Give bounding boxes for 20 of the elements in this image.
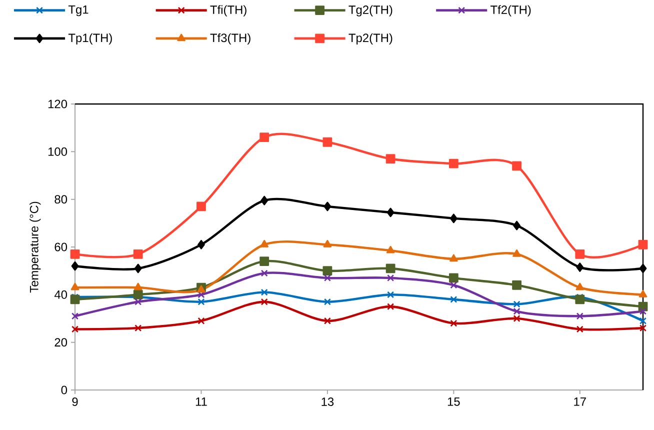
x-tick-label: 15 <box>448 398 460 406</box>
y-tick-label: 20 <box>54 338 68 347</box>
y-tick-label: 100 <box>48 147 68 156</box>
legend-label: Tf3(TH) <box>210 33 250 44</box>
y-tick-label: 60 <box>54 242 68 252</box>
x-tick-label: 11 <box>196 398 207 406</box>
legend-label: Tf2(TH) <box>490 5 531 16</box>
x-tick-label: 17 <box>574 398 586 406</box>
x-tick-label: 9 <box>72 398 78 406</box>
legend-label: Tp2(TH) <box>348 33 392 45</box>
y-axis-title: Temperature (°C) <box>30 202 41 293</box>
legend-label: Tfi(TH) <box>210 5 246 16</box>
x-tick-label: 13 <box>322 398 334 406</box>
legend-label: Tg1 <box>68 5 88 16</box>
y-tick-label: 40 <box>54 290 68 299</box>
legend-label: Tg2(TH) <box>348 5 392 16</box>
y-tick-label: 80 <box>54 195 68 204</box>
y-tick-label: 120 <box>48 100 68 108</box>
y-tick-label: 0 <box>61 386 68 394</box>
legend-label: Tp1(TH) <box>68 33 112 45</box>
